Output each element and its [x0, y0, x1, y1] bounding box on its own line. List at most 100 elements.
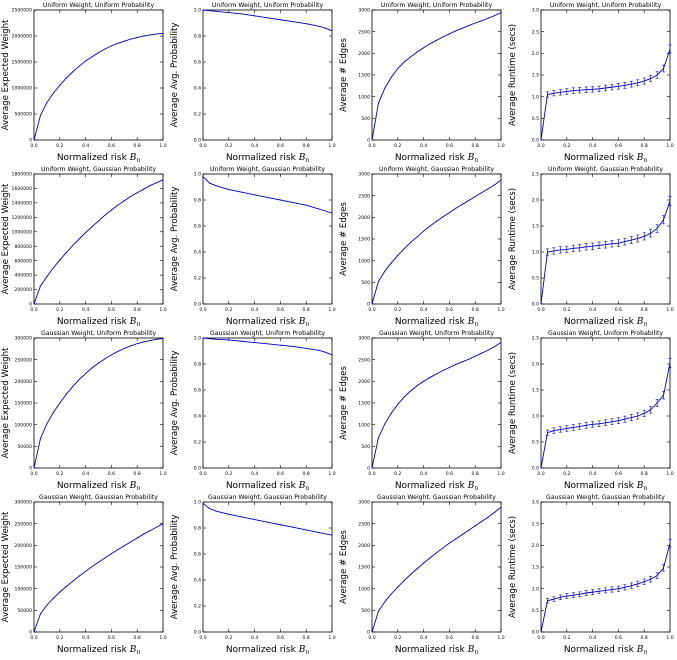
y-tick-label: 0.6 [194, 60, 201, 66]
y-tick-label: 0.5 [532, 276, 539, 282]
data-point [208, 182, 210, 184]
data-point [215, 510, 217, 512]
data-point [85, 60, 87, 62]
y-tick-label: 150000 [14, 401, 32, 407]
y-tick-label: 1000 [358, 258, 370, 264]
y-tick-label: 0.0 [532, 630, 539, 636]
y-tick-label: 0.8 [194, 198, 201, 204]
x-tick-label: 0.8 [641, 471, 648, 477]
data-point [156, 526, 158, 528]
data-point [494, 15, 496, 17]
data-point [442, 216, 444, 218]
data-point [123, 200, 125, 202]
data-point [65, 393, 67, 395]
data-point [435, 373, 438, 375]
y-tick-label: 0.0 [532, 302, 539, 308]
x-tick-label: 0.0 [368, 635, 375, 641]
x-tick-label: 0.2 [56, 471, 63, 477]
y-tick-label: 50000 [17, 608, 32, 614]
x-tick-label: 0.0 [537, 471, 544, 477]
y-tick-label: 0.5 [532, 440, 539, 446]
data-point [384, 601, 386, 603]
y-tick-label: 2.5 [532, 521, 539, 527]
chart-svg: Gaussian Weight, Gaussian Probability 0.0… [339, 494, 505, 656]
y-tick-label: 300000 [14, 336, 32, 342]
data-point [305, 23, 307, 25]
y-tick-label: 0 [367, 302, 370, 308]
y-tick-label: 1.5 [532, 388, 539, 394]
data-point [97, 220, 100, 222]
y-axis-label: Average Expected Weight [1, 183, 11, 294]
y-axis-label: Average # Edges [339, 365, 349, 440]
y-tick-label: 1500 [358, 565, 370, 571]
y-tick-label: 200000 [14, 543, 32, 549]
data-point [33, 303, 35, 305]
x-tick-label: 0.8 [472, 635, 479, 641]
chart-panel-3-3: Gaussian Weight, Uniform Probability 0.0 0… [338, 328, 507, 492]
x-tick-label: 1.0 [497, 635, 504, 641]
data-point [410, 241, 412, 244]
y-tick-label: 1.0 [194, 500, 201, 506]
plot-frame [33, 337, 164, 469]
x-tick-label: 0.8 [641, 307, 648, 313]
data-point [156, 182, 158, 184]
series-line [202, 502, 333, 536]
data-point [410, 573, 412, 575]
data-point [279, 199, 281, 201]
plot-frame [202, 9, 333, 141]
data-point [461, 533, 463, 536]
y-tick-label: 0.8 [194, 526, 201, 532]
y-tick-label: 1.0 [532, 414, 539, 420]
chart-title: Uniform Weight, Uniform Probability [212, 2, 324, 9]
chart-panel-4-4: Gaussian Weight, Gaussian Probability 0.0… [507, 492, 676, 656]
y-tick-label: 2500 [358, 357, 370, 363]
data-point [318, 25, 320, 27]
data-point [331, 212, 333, 214]
x-tick-label: 0.8 [303, 635, 310, 641]
data-point [384, 423, 386, 425]
x-axis-label: Normalized risk Bn [564, 153, 648, 164]
data-point [202, 176, 204, 178]
data-point [136, 192, 138, 194]
data-point [130, 38, 132, 40]
chart-panel-3-4: Gaussian Weight, Uniform Probability 0.0 0… [507, 328, 676, 492]
data-point [104, 214, 106, 216]
data-point [487, 17, 489, 19]
data-point [241, 13, 243, 15]
y-tick-label: 0.2 [194, 276, 201, 282]
x-tick-label: 0.8 [472, 307, 479, 313]
data-point [390, 412, 392, 414]
data-point [52, 267, 54, 269]
y-tick-label: 0.0 [532, 138, 539, 144]
chart-svg: Gaussian Weight, Gaussian Probability 0.0… [508, 494, 674, 656]
y-tick-label: 1500 [358, 237, 370, 243]
data-point [149, 530, 151, 532]
x-tick-label: 0.8 [134, 471, 141, 477]
data-point [117, 549, 119, 551]
y-tick-label: 0.4 [194, 578, 201, 584]
x-axis-label: Normalized risk Bn [226, 153, 310, 164]
series-line [33, 179, 164, 305]
data-point [110, 553, 112, 555]
data-point [540, 303, 542, 305]
y-tick-label: 1.0 [194, 8, 201, 14]
y-tick-label: 1800000 [12, 172, 33, 178]
plot-frame [33, 9, 164, 141]
data-point [202, 502, 204, 504]
y-tick-label: 1000 [358, 422, 370, 428]
y-tick-label: 500000 [14, 112, 32, 118]
data-point [46, 604, 48, 606]
y-tick-label: 200000 [14, 287, 32, 293]
x-tick-label: 0.6 [108, 635, 115, 641]
data-point [117, 204, 119, 206]
x-tick-label: 1.0 [666, 635, 673, 641]
data-point [435, 552, 438, 554]
data-point [85, 570, 87, 572]
y-tick-label: 2000 [358, 215, 370, 221]
